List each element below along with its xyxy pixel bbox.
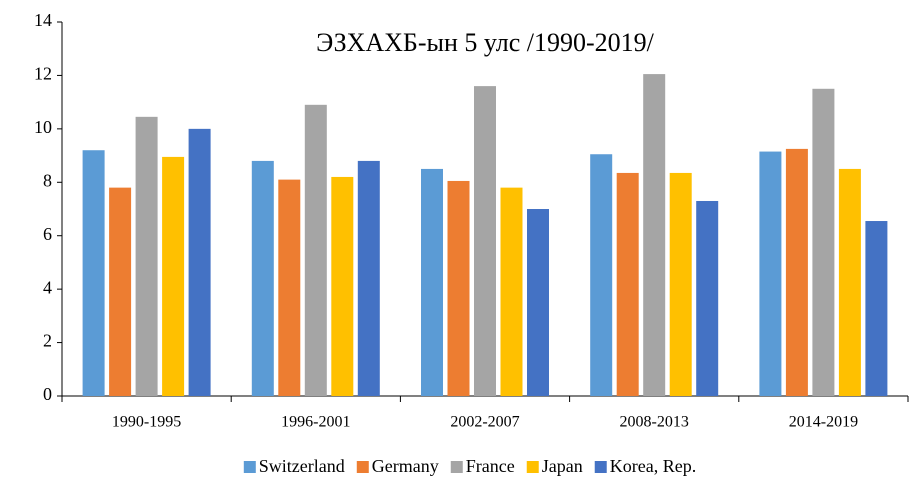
bar [331, 176, 354, 396]
bar [785, 148, 808, 396]
bar [135, 116, 158, 396]
y-tick-label: 12 [34, 64, 52, 84]
bar [527, 209, 549, 396]
y-tick-label: 10 [34, 117, 52, 137]
bar [759, 151, 782, 396]
bar [696, 200, 719, 396]
legend-swatch [594, 461, 607, 473]
legend-label: France [466, 456, 515, 476]
y-tick-label: 4 [43, 277, 52, 297]
bar [812, 88, 835, 397]
x-tick-label: 1990-1995 [112, 414, 181, 431]
bar [616, 172, 639, 396]
legend-swatch [450, 461, 463, 473]
bar [109, 187, 132, 396]
y-tick-label: 14 [34, 10, 52, 30]
y-tick-label: 0 [43, 384, 52, 404]
legend-label: Switzerland [259, 456, 345, 476]
bar [643, 74, 666, 396]
bar [421, 168, 443, 396]
y-tick-label: 2 [43, 331, 52, 351]
bar [188, 128, 211, 396]
legend-label: Germany [372, 456, 439, 476]
legend-swatch [526, 461, 539, 473]
legend-swatch [356, 461, 369, 473]
bar [82, 150, 105, 396]
bar [590, 154, 613, 396]
legend-swatch [243, 461, 256, 473]
bar [447, 180, 470, 396]
bar [162, 156, 185, 396]
bar [304, 104, 327, 397]
bar [865, 221, 888, 396]
bar [357, 160, 380, 396]
bar [500, 187, 523, 396]
bar [838, 168, 861, 396]
y-tick-label: 6 [43, 224, 52, 244]
bar [669, 172, 692, 396]
legend-label: Korea, Rep. [610, 456, 696, 476]
bar [474, 86, 496, 396]
chart-title: ЭЗХАХБ-ын 5 улс /1990-2019/ [316, 28, 655, 57]
x-tick-label: 2008-2013 [620, 414, 689, 431]
y-tick-label: 8 [43, 170, 52, 190]
legend-label: Japan [542, 456, 583, 476]
x-tick-label: 2014-2019 [789, 414, 858, 431]
x-tick-label: 1996-2001 [281, 414, 350, 431]
bar [278, 179, 301, 396]
x-tick-label: 2002-2007 [450, 414, 519, 431]
bar [251, 160, 274, 396]
